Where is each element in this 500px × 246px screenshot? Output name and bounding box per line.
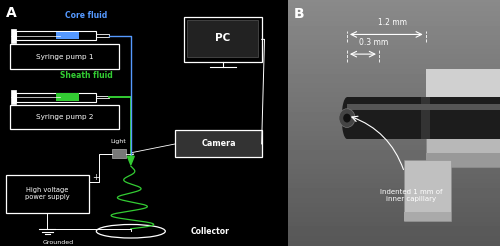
Bar <box>347 105 500 110</box>
Circle shape <box>343 114 351 123</box>
Bar <box>56 32 78 39</box>
Text: Syringe pump 1: Syringe pump 1 <box>36 54 94 60</box>
Bar <box>6 175 89 213</box>
Polygon shape <box>128 156 134 165</box>
Text: A: A <box>6 6 16 20</box>
Text: Core fluid: Core fluid <box>65 11 108 20</box>
Bar <box>347 97 500 139</box>
Bar <box>10 44 120 69</box>
Bar <box>10 29 16 43</box>
Bar <box>56 93 78 101</box>
Bar <box>184 17 262 62</box>
Text: PC: PC <box>215 33 230 43</box>
Text: 0.3 mm: 0.3 mm <box>359 38 388 47</box>
Bar <box>404 212 451 221</box>
Text: High voltage
power supply: High voltage power supply <box>25 187 70 200</box>
Circle shape <box>339 109 355 127</box>
Bar <box>96 34 109 37</box>
Text: 1.2 mm: 1.2 mm <box>378 18 407 27</box>
Bar <box>404 160 451 221</box>
Text: Syringe pump 2: Syringe pump 2 <box>36 114 94 120</box>
Text: Grounded: Grounded <box>42 240 74 245</box>
Bar <box>96 96 109 98</box>
Bar <box>426 69 500 167</box>
Bar <box>188 20 258 57</box>
Text: Light: Light <box>111 139 126 144</box>
Bar <box>112 149 126 158</box>
Ellipse shape <box>342 97 352 139</box>
Text: Collector: Collector <box>190 227 230 236</box>
Bar <box>176 130 262 157</box>
Text: Indented 1 mm of
inner capillary: Indented 1 mm of inner capillary <box>380 189 442 202</box>
Text: Sheath fluid: Sheath fluid <box>60 71 112 80</box>
Bar <box>10 90 16 104</box>
Bar <box>422 97 430 139</box>
Bar <box>10 105 120 129</box>
Bar <box>426 69 500 103</box>
Text: +: + <box>92 173 100 182</box>
Bar <box>426 153 500 167</box>
Text: Camera: Camera <box>201 139 236 148</box>
Text: B: B <box>294 7 304 21</box>
Bar <box>16 93 96 102</box>
Bar <box>16 31 96 40</box>
